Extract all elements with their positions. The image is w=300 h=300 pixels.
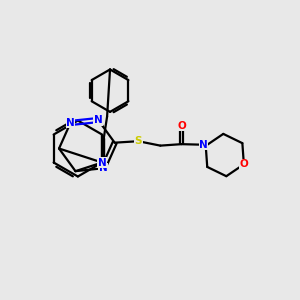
- Text: O: O: [239, 159, 248, 169]
- Text: O: O: [177, 121, 186, 130]
- Text: N: N: [66, 118, 75, 128]
- Text: N: N: [99, 163, 108, 173]
- Text: N: N: [94, 115, 103, 125]
- Text: N: N: [199, 140, 208, 150]
- Text: S: S: [134, 136, 142, 146]
- Text: N: N: [98, 158, 106, 167]
